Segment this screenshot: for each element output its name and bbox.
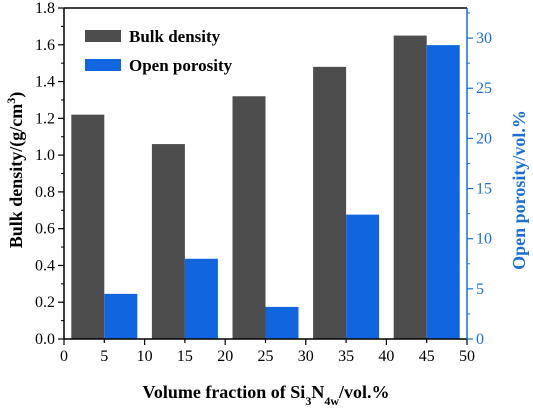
y-left-tick-label-1.2: 1.2 (35, 110, 55, 127)
legend-swatch-bulk-density (85, 30, 121, 42)
x-tick-label-0: 0 (60, 348, 68, 365)
x-tick-label-5: 5 (100, 348, 108, 365)
x-tick-label-20: 20 (217, 348, 233, 365)
x-tick-label-30: 30 (298, 348, 314, 365)
y-left-title-main: Bulk density/(g/cm (6, 104, 27, 249)
x-tick-label-45: 45 (419, 348, 435, 365)
x-tick-label-40: 40 (378, 348, 394, 365)
bar-bulk-density-15 (151, 144, 185, 339)
legend-label-open-porosity: Open porosity (129, 56, 233, 75)
x-tick-label-10: 10 (137, 348, 153, 365)
x-title-sub2: 4w (324, 394, 339, 408)
y-left-tick-label-0.4: 0.4 (35, 257, 55, 274)
y-left-tick-label-1.0: 1.0 (35, 147, 55, 164)
y-left-tick-label-0.2: 0.2 (35, 294, 55, 311)
y-left-tick-label-0.8: 0.8 (35, 184, 55, 201)
y-left-tick-label-0.6: 0.6 (35, 221, 55, 238)
x-tick-label-50: 50 (459, 348, 475, 365)
x-title-prefix: Volume fraction of Si (142, 382, 305, 402)
x-tick-label-25: 25 (258, 348, 274, 365)
y-left-tick-label-1.6: 1.6 (35, 37, 55, 54)
y-left-tick-label-1.4: 1.4 (35, 74, 55, 91)
x-title-sub1: 3 (305, 394, 311, 408)
plot-area: 0 5 10 15 20 25 30 35 40 45 500.00.20.40.60.81.01.… (35, 0, 492, 365)
y-left-title-end: ) (6, 92, 27, 98)
y-left-tick-label-1.8: 1.8 (35, 0, 55, 17)
bar-open-porosity-35 (346, 214, 380, 339)
bar-bulk-density-35 (313, 66, 347, 339)
y-right-tick-label-15: 15 (476, 181, 492, 198)
x-tick-label-35: 35 (338, 348, 354, 365)
y-left-tick-label-0.0: 0.0 (35, 331, 55, 348)
y-left-title-sup: 3 (4, 98, 18, 104)
x-title-mid: N (311, 382, 324, 402)
y-right-tick-label-30: 30 (476, 30, 492, 47)
y-right-tick-label-0: 0 (476, 331, 484, 348)
y-left-axis-title: Bulk density/(g/cm3) (4, 92, 27, 249)
bar-open-porosity-5 (104, 293, 138, 339)
legend-swatch-open-porosity (85, 59, 121, 71)
y-right-axis-title: Open porosity/vol.% (509, 110, 529, 270)
x-tick-label-15: 15 (177, 348, 193, 365)
bar-open-porosity-15 (184, 258, 218, 339)
legend-label-bulk-density: Bulk density (129, 27, 221, 46)
y-right-tick-label-10: 10 (476, 231, 492, 248)
bar-open-porosity-45 (426, 45, 460, 339)
bar-open-porosity-25 (265, 306, 299, 339)
bar-bulk-density-5 (71, 114, 105, 340)
y-right-tick-label-25: 25 (476, 80, 492, 97)
x-title-suffix: /vol.% (338, 382, 390, 402)
legend: Bulk density Open porosity (85, 27, 233, 75)
y-right-tick-label-5: 5 (476, 281, 484, 298)
bar-bulk-density-25 (232, 96, 266, 340)
bar-bulk-density-45 (393, 35, 427, 339)
y-right-tick-label-20: 20 (476, 130, 492, 147)
x-axis-title: Volume fraction of Si3N4w/vol.% (142, 382, 389, 408)
